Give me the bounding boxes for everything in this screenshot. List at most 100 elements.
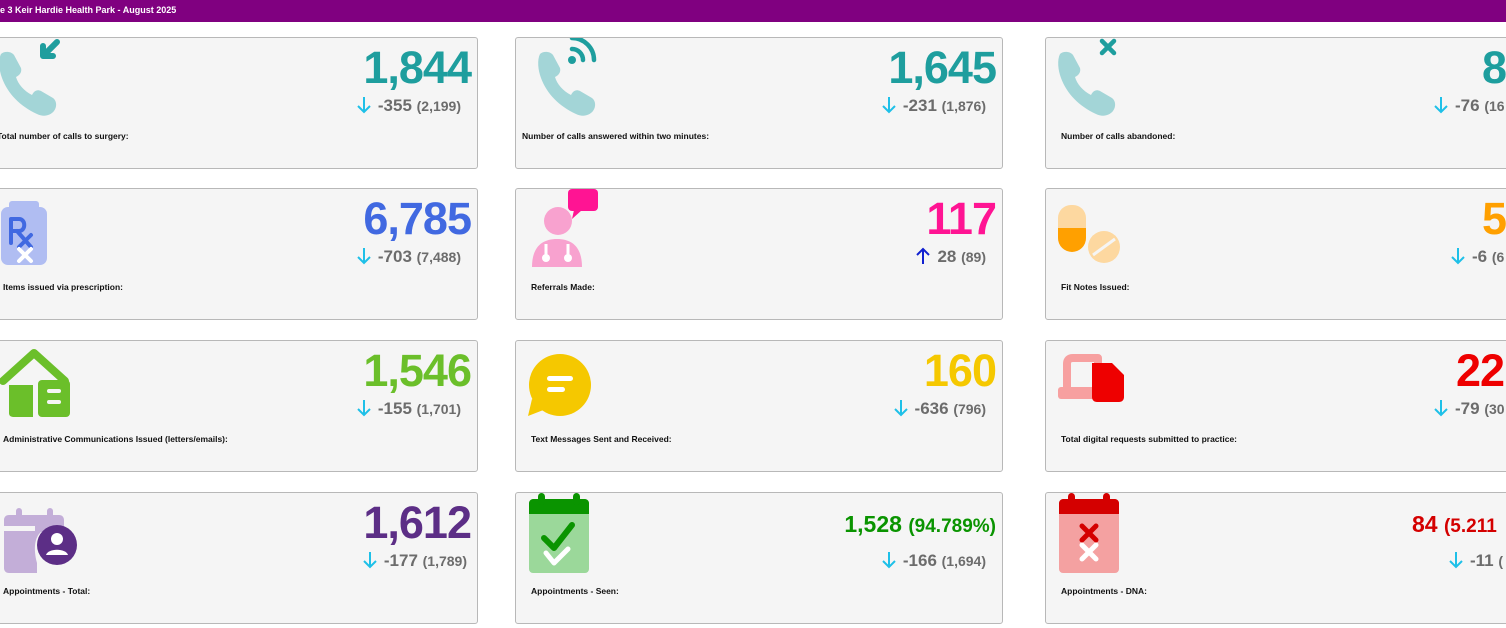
previous-value: (1,876) [941,98,986,114]
previous-value: ( [1498,553,1504,569]
dna-percent: (5.211 [1443,516,1497,537]
trend-down-icon [1451,248,1465,265]
card-label: Appointments - DNA: [1061,586,1147,596]
previous-value: (89) [961,249,986,265]
appointments-total-change: -177 (1,789) [363,550,467,572]
delta-value: -355 [377,96,412,115]
kpi-card-total-calls[interactable]: 1,844 -355 (2,199) Total number of calls… [0,37,478,169]
kpi-card-referrals[interactable]: 117 28 (89) Referrals Made: [515,188,1003,320]
previous-value: (30 [1484,401,1505,417]
phone-ringing-icon [516,38,606,127]
prescription-icon [0,189,61,278]
fit-notes-change: -6 (6 [1451,246,1504,268]
delta-value: -231 [902,96,937,115]
kpi-card-calls-abandoned[interactable]: 8 -76 (16 Number of calls abandoned: [1045,37,1506,169]
appointments-seen-value: 1,528 (94.789%) [844,509,996,542]
trend-down-icon [882,552,896,569]
card-label: Appointments - Total: [3,586,91,596]
delta-value: -166 [902,551,937,570]
calls-answered-value: 1,645 [888,42,997,93]
card-label: Total digital requests submitted to prac… [1061,434,1238,444]
kpi-card-admin-comms[interactable]: 1,546 -155 (1,701) Administrative Commun… [0,340,478,472]
seen-percent: (94.789%) [908,516,996,537]
trend-down-icon [357,248,371,265]
admin-comms-value: 1,546 [363,345,472,396]
trend-down-icon [1449,552,1463,569]
previous-value: (1,701) [416,401,461,417]
trend-down-icon [882,97,896,114]
mail-home-icon [0,341,81,430]
pills-icon [1046,189,1136,278]
card-label: Appointments - Seen: [531,586,619,596]
digital-request-icon [1046,341,1136,430]
previous-value: (1,789) [422,553,467,569]
previous-value: (2,199) [416,98,461,114]
kpi-card-digital-requests[interactable]: 22 -79 (30 Total digital requests submit… [1045,340,1506,472]
card-label: Fit Notes Issued: [1061,282,1130,292]
text-message-icon [516,341,606,430]
doctor-chat-icon [516,189,606,278]
referrals-value: 117 [926,193,997,244]
card-label: Number of calls abandoned: [1061,131,1176,141]
page-title: e 3 Keir Hardie Health Park - August 202… [0,5,177,15]
calls-abandoned-change: -76 (16 [1434,95,1505,117]
kpi-card-appointments-seen[interactable]: 1,528 (94.789%) -166 (1,694) Appointment… [515,492,1003,624]
delta-value: -6 [1472,247,1488,266]
calls-abandoned-value: 8 [1482,42,1506,93]
delta-value: -79 [1455,399,1480,418]
kpi-card-prescriptions[interactable]: 6,785 -703 (7,488) Items issued via pres… [0,188,478,320]
text-messages-change: -636 (796) [893,398,986,420]
trend-down-icon [363,552,377,569]
referrals-change: 28 (89) [916,246,986,268]
appointments-total-value: 1,612 [363,497,472,548]
trend-down-icon [1434,400,1448,417]
text-messages-value: 160 [923,345,997,396]
prescriptions-value: 6,785 [363,193,472,244]
trend-down-icon [1434,97,1448,114]
digital-requests-change: -79 (30 [1434,398,1505,420]
calendar-x-icon [1046,493,1136,582]
delta-value: -703 [377,247,412,266]
phone-incoming-icon [0,38,71,127]
calls-answered-change: -231 (1,876) [882,95,986,117]
admin-comms-change: -155 (1,701) [357,398,461,420]
delta-value: -177 [383,551,418,570]
previous-value: (796) [953,401,986,417]
calendar-user-icon [0,493,81,582]
total-calls-change: -355 (2,199) [357,95,461,117]
kpi-card-appointments-dna[interactable]: 84 (5.211 -11 ( Appointments - DNA: [1045,492,1506,624]
trend-down-icon [893,400,908,417]
trend-down-icon [357,400,371,417]
delta-value: -155 [377,399,412,418]
prescriptions-change: -703 (7,488) [357,246,461,268]
previous-value: (6 [1491,249,1505,265]
phone-missed-icon [1046,38,1126,127]
delta-value: -76 [1455,96,1480,115]
seen-count: 1,528 [844,511,902,537]
previous-value: (1,694) [941,553,986,569]
dna-count: 84 [1412,511,1438,537]
trend-up-icon [916,247,931,264]
header-bar: e 3 Keir Hardie Health Park - August 202… [0,0,1506,22]
delta-value: -11 [1470,551,1494,570]
kpi-card-calls-answered[interactable]: 1,645 -231 (1,876) Number of calls answe… [515,37,1003,169]
appointments-dna-change: -11 ( [1449,550,1503,572]
kpi-card-text-messages[interactable]: 160 -636 (796) Text Messages Sent and Re… [515,340,1003,472]
fit-notes-value: 5 [1482,193,1506,244]
card-label: Administrative Communications Issued (le… [3,434,228,444]
delta-value: 28 [937,247,957,266]
previous-value: (16 [1484,98,1505,114]
kpi-card-fit-notes[interactable]: 5 -6 (6 Fit Notes Issued: [1045,188,1506,320]
trend-down-icon [357,97,371,114]
previous-value: (7,488) [416,249,461,265]
card-label: Items issued via prescription: [3,282,123,292]
kpi-card-appointments-total[interactable]: 1,612 -177 (1,789) Appointments - Total: [0,492,478,624]
appointments-dna-value: 84 (5.211 [1412,509,1497,542]
calendar-check-icon [516,493,606,582]
digital-requests-value: 22 [1456,345,1505,396]
appointments-seen-change: -166 (1,694) [882,550,986,572]
card-label: Referrals Made: [531,282,595,292]
card-label: Total number of calls to surgery: [0,131,129,141]
delta-value: -636 [914,399,949,418]
card-label: Text Messages Sent and Received: [531,434,672,444]
